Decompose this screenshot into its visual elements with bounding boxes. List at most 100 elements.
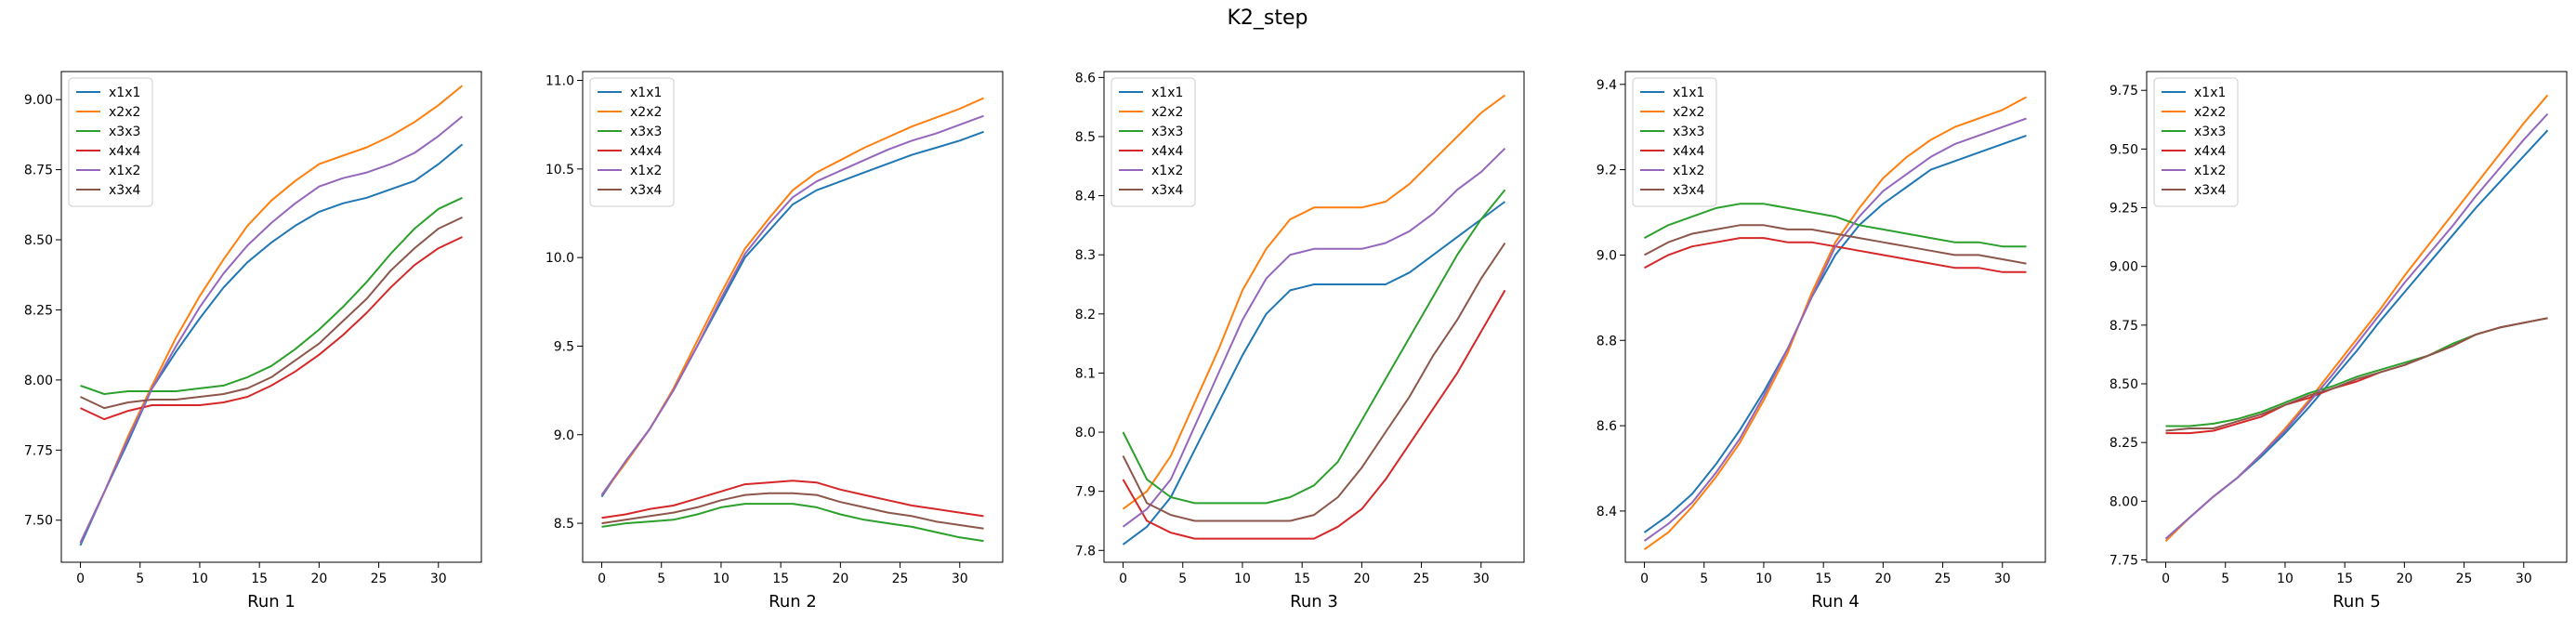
y-tick-label: 9.0 (554, 428, 574, 443)
y-tick-label: 11.0 (545, 74, 574, 89)
series-line-x1x2 (1643, 117, 2027, 542)
y-tick-label: 8.50 (2109, 377, 2138, 392)
x-tick-label: 20 (1874, 572, 1891, 586)
series-line-x3x4 (80, 216, 463, 410)
y-tick-label: 8.3 (1075, 248, 1096, 263)
legend-label-x3x3: x3x3 (109, 125, 140, 139)
y-tick-label: 10.5 (545, 163, 574, 178)
x-axis-label: Run 3 (1290, 592, 1338, 611)
x-axis-label: Run 1 (247, 592, 296, 611)
series-line-x1x2 (2164, 112, 2549, 540)
legend-label-x1x1: x1x1 (2194, 85, 2226, 100)
legend-box (2153, 77, 2239, 207)
series-line-x1x2 (600, 114, 984, 496)
y-tick-label: 8.6 (1075, 71, 1096, 85)
series-line-x1x1 (1122, 201, 1506, 546)
y-tick-label: 8.25 (2109, 436, 2138, 451)
series-line-x3x3 (80, 196, 463, 395)
y-tick-label: 9.25 (2109, 202, 2138, 217)
legend-label-x4x4: x4x4 (2194, 144, 2226, 159)
x-tick-label: 25 (1935, 572, 1952, 586)
x-tick-label: 10 (2277, 572, 2293, 586)
legend-box (1111, 77, 1196, 207)
series-line-x3x4 (601, 492, 984, 530)
y-tick-label: 8.2 (1075, 308, 1096, 322)
legend-label-x3x3: x3x3 (1151, 125, 1183, 139)
x-tick-label: 15 (1815, 572, 1832, 586)
legend-label-x2x2: x2x2 (1151, 105, 1183, 120)
axes-frame (2146, 71, 2568, 563)
series-line-x3x3 (2165, 317, 2548, 427)
series-line-x2x2 (79, 85, 464, 544)
subplots: 0 5 10 15 20 25 307.507.758.008.258.508.759.00… (24, 71, 2568, 611)
series-line-x2x2 (1122, 94, 1506, 510)
x-tick-label: 30 (2516, 572, 2532, 586)
x-tick-label: 10 (713, 572, 729, 586)
legend-label-x3x4: x3x4 (630, 183, 662, 198)
x-tick-label: 15 (1294, 572, 1310, 586)
figure-title: K2_step (1227, 7, 1308, 30)
series-line-x1x2 (79, 115, 464, 544)
x-tick-label: 0 (1119, 572, 1127, 586)
x-tick-label: 20 (1353, 572, 1370, 586)
x-tick-label: 5 (657, 572, 665, 586)
y-tick-label: 7.8 (1075, 544, 1096, 559)
x-tick-label: 15 (251, 572, 268, 586)
legend-label-x3x4: x3x4 (1673, 183, 1704, 198)
series-line-x1x2 (1122, 147, 1506, 528)
y-tick-label: 9.2 (1597, 164, 1617, 178)
x-axis-label: Run 2 (769, 592, 817, 611)
legend-label-x1x2: x1x2 (2194, 164, 2226, 178)
x-tick-label: 15 (772, 572, 789, 586)
legend-label-x1x1: x1x1 (1673, 85, 1704, 100)
legend-label-x3x4: x3x4 (2194, 183, 2226, 198)
legend-label-x2x2: x2x2 (2194, 105, 2226, 120)
y-tick-label: 7.50 (24, 514, 53, 529)
x-tick-label: 0 (76, 572, 85, 586)
legend-label-x3x3: x3x3 (2194, 125, 2226, 139)
y-tick-label: 9.5 (554, 339, 574, 354)
y-tick-label: 8.8 (1597, 334, 1617, 348)
y-tick-label: 10.0 (545, 251, 574, 266)
x-tick-label: 25 (2456, 572, 2473, 586)
subplot-1: 0 5 10 15 20 25 30 7.50 7.75 8.00 8.25 8.50 8.75 9.00… (24, 71, 482, 611)
legend-label-x2x2: x2x2 (109, 105, 140, 120)
subplot-3: 0 5 10 15 20 25 30 7.8 7.9 8.0 8.1 8.2 8.3 8.4 8.5 8.6 R… (1075, 71, 1525, 611)
x-tick-label: 5 (1700, 572, 1708, 586)
legend-label-x4x4: x4x4 (109, 144, 140, 159)
legend-label-x3x4: x3x4 (1151, 183, 1183, 198)
y-tick-label: 8.4 (1075, 190, 1096, 204)
y-tick-label: 9.0 (1597, 248, 1617, 263)
legend-label-x1x2: x1x2 (630, 164, 662, 178)
legend-label-x4x4: x4x4 (1151, 144, 1183, 159)
x-tick-label: 30 (1473, 572, 1490, 586)
axes-frame (60, 71, 482, 563)
legend-label-x4x4: x4x4 (630, 144, 662, 159)
legend: x1x1 x2x2 x3x3 x4x4 x1x2 x3x4 (1111, 77, 1196, 207)
x-tick-label: 30 (952, 572, 968, 586)
x-tick-label: 25 (371, 572, 388, 586)
legend-label-x1x2: x1x2 (1673, 164, 1704, 178)
series-line-x3x4 (1644, 224, 2027, 265)
y-tick-label: 9.50 (2109, 142, 2138, 157)
x-tick-label: 30 (430, 572, 447, 586)
legend-label-x1x1: x1x1 (630, 85, 662, 100)
subplot-5: 0 5 10 15 20 25 30 7.75 8.00 8.25 8.50 8.75 9.00 9.25… (2109, 71, 2568, 611)
x-tick-label: 20 (832, 572, 848, 586)
y-tick-label: 7.75 (2109, 553, 2138, 568)
legend-label-x1x2: x1x2 (1151, 164, 1183, 178)
series-line-x3x4 (2165, 317, 2548, 432)
y-tick-label: 8.75 (24, 164, 53, 178)
y-tick-label: 8.5 (1075, 130, 1096, 145)
legend: x1x1 x2x2 x3x3 x4x4 x1x2 x3x4 (1632, 77, 1717, 207)
legend-box (589, 77, 675, 207)
legend-label-x2x2: x2x2 (630, 105, 662, 120)
y-tick-label: 8.1 (1075, 366, 1096, 381)
y-tick-label: 8.00 (24, 374, 53, 388)
x-tick-label: 5 (136, 572, 144, 586)
x-axis-label: Run 5 (2333, 592, 2381, 611)
legend-box (1632, 77, 1717, 207)
y-tick-label: 8.00 (2109, 494, 2138, 509)
legend: x1x1 x2x2 x3x3 x4x4 x1x2 x3x4 (68, 77, 153, 207)
x-tick-label: 20 (2396, 572, 2412, 586)
